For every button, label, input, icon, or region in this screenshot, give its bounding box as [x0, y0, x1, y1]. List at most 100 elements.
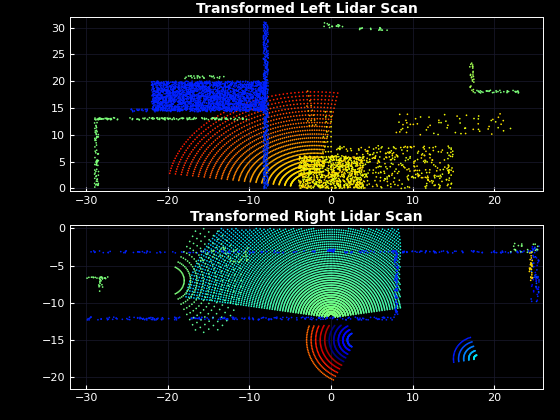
Point [316, 342, 325, 349]
Point [356, 301, 365, 307]
Point [455, 349, 464, 356]
Point [218, 160, 227, 166]
Point [356, 171, 365, 177]
Point [263, 61, 272, 68]
Point [248, 299, 256, 306]
Point [330, 105, 339, 112]
Point [347, 168, 356, 174]
Point [185, 283, 194, 289]
Point [265, 225, 274, 232]
Point [298, 116, 307, 123]
Point [287, 167, 296, 173]
Point [389, 249, 398, 256]
Point [499, 127, 508, 134]
Point [295, 252, 304, 259]
Point [365, 301, 374, 307]
Point [326, 284, 335, 291]
Point [357, 282, 366, 289]
Point [283, 293, 292, 300]
Point [324, 304, 333, 310]
Point [349, 304, 358, 311]
Point [272, 270, 281, 277]
Point [212, 81, 221, 87]
Point [237, 277, 246, 284]
Point [190, 85, 199, 92]
Point [331, 302, 340, 308]
Point [332, 307, 341, 314]
Point [309, 169, 318, 176]
Point [195, 89, 204, 96]
Point [256, 270, 265, 276]
Point [208, 248, 217, 255]
Point [307, 303, 316, 310]
Point [299, 173, 308, 180]
Point [315, 315, 324, 321]
Point [188, 78, 197, 84]
Point [157, 115, 166, 121]
Point [242, 92, 251, 99]
Point [333, 178, 342, 185]
Point [323, 20, 332, 27]
Point [301, 181, 310, 187]
Point [498, 248, 507, 255]
Point [259, 159, 268, 165]
Point [175, 98, 184, 105]
Point [449, 354, 458, 360]
Point [360, 285, 368, 291]
Point [193, 106, 202, 113]
Point [247, 156, 256, 163]
Point [153, 92, 162, 98]
Point [186, 285, 195, 291]
Point [219, 244, 228, 251]
Point [358, 244, 367, 251]
Point [306, 175, 315, 181]
Point [266, 302, 275, 308]
Point [218, 252, 227, 259]
Point [377, 297, 386, 303]
Point [351, 288, 360, 294]
Point [413, 150, 422, 156]
Point [390, 301, 399, 308]
Point [152, 80, 161, 87]
Point [368, 243, 377, 249]
Point [313, 166, 322, 173]
Point [382, 237, 391, 244]
Point [297, 178, 306, 185]
Point [199, 84, 208, 91]
Point [344, 346, 353, 353]
Point [154, 102, 163, 109]
Point [394, 245, 403, 252]
Point [225, 96, 234, 103]
Point [344, 161, 353, 168]
Point [218, 98, 227, 105]
Point [312, 305, 321, 312]
Point [306, 294, 315, 300]
Point [220, 107, 228, 113]
Point [261, 44, 270, 50]
Point [328, 153, 337, 160]
Point [341, 305, 350, 312]
Point [147, 79, 156, 85]
Point [225, 107, 234, 114]
Point [390, 294, 399, 300]
Point [338, 313, 347, 320]
Point [260, 276, 269, 283]
Point [262, 95, 270, 102]
Point [204, 271, 213, 278]
Point [327, 162, 336, 169]
Point [234, 102, 243, 108]
Point [312, 249, 321, 256]
Point [342, 299, 351, 306]
Point [203, 87, 212, 94]
Point [379, 272, 388, 278]
Point [248, 289, 257, 295]
Point [298, 165, 307, 172]
Point [306, 166, 315, 173]
Point [258, 105, 267, 111]
Point [255, 170, 264, 177]
Point [269, 278, 278, 284]
Point [354, 232, 363, 239]
Point [346, 276, 355, 283]
Point [304, 295, 313, 302]
Point [322, 299, 331, 306]
